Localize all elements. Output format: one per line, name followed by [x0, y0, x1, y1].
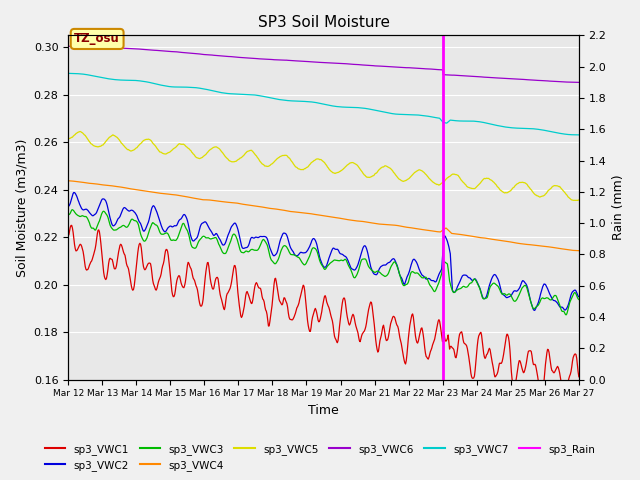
Line: sp3_VWC2: sp3_VWC2 — [68, 192, 579, 311]
Y-axis label: Rain (mm): Rain (mm) — [612, 175, 625, 240]
sp3_VWC6 — [401, 65, 409, 71]
Line: sp3_VWC5: sp3_VWC5 — [68, 132, 579, 201]
sp3_VWC1 — [401, 360, 409, 366]
sp3_VWC1 — [386, 325, 394, 331]
sp3_VWC5 — [179, 142, 186, 147]
Line: sp3_VWC3: sp3_VWC3 — [68, 210, 579, 315]
sp3_VWC4 — [64, 178, 72, 184]
sp3_VWC2 — [531, 308, 539, 313]
sp3_VWC2 — [64, 203, 72, 209]
sp3_VWC1 — [575, 374, 582, 380]
sp3_VWC6 — [66, 43, 74, 49]
sp3_VWC3 — [68, 207, 76, 213]
sp3_VWC7 — [385, 110, 393, 116]
sp3_VWC3 — [74, 213, 82, 218]
sp3_VWC3 — [562, 312, 570, 318]
sp3_VWC2 — [205, 226, 213, 232]
sp3_VWC3 — [64, 212, 72, 218]
sp3_VWC6 — [575, 80, 582, 85]
sp3_VWC3 — [386, 266, 394, 272]
sp3_VWC1 — [179, 284, 186, 289]
sp3_VWC2 — [70, 190, 77, 195]
Title: SP3 Soil Moisture: SP3 Soil Moisture — [257, 15, 390, 30]
sp3_VWC5 — [76, 129, 84, 134]
Line: sp3_VWC7: sp3_VWC7 — [68, 73, 579, 135]
sp3_VWC7 — [74, 71, 81, 76]
sp3_VWC4 — [126, 186, 134, 192]
sp3_VWC1 — [538, 393, 546, 399]
sp3_VWC7 — [400, 112, 408, 118]
sp3_VWC7 — [205, 87, 212, 93]
sp3_VWC6 — [74, 44, 82, 49]
sp3_VWC6 — [64, 43, 72, 49]
sp3_VWC5 — [74, 130, 81, 135]
sp3_VWC5 — [575, 197, 582, 203]
sp3_VWC2 — [575, 294, 582, 300]
sp3_VWC7 — [126, 77, 134, 83]
sp3_VWC3 — [575, 297, 582, 302]
sp3_VWC5 — [386, 165, 394, 171]
Line: sp3_VWC4: sp3_VWC4 — [68, 181, 579, 251]
Line: sp3_VWC1: sp3_VWC1 — [68, 226, 579, 396]
sp3_VWC4 — [205, 197, 212, 203]
sp3_VWC5 — [64, 136, 72, 142]
sp3_VWC2 — [386, 259, 394, 265]
sp3_VWC4 — [74, 179, 81, 184]
sp3_VWC3 — [179, 221, 186, 227]
sp3_VWC6 — [386, 64, 394, 70]
sp3_VWC7 — [178, 84, 186, 90]
sp3_VWC3 — [127, 218, 134, 224]
Legend: sp3_VWC1, sp3_VWC2, sp3_VWC3, sp3_VWC4, sp3_VWC5, sp3_VWC6, sp3_VWC7, sp3_Rain: sp3_VWC1, sp3_VWC2, sp3_VWC3, sp3_VWC4, … — [40, 439, 600, 475]
sp3_VWC5 — [205, 147, 213, 153]
sp3_VWC2 — [127, 207, 134, 213]
sp3_VWC1 — [205, 269, 213, 275]
sp3_VWC2 — [401, 281, 409, 287]
sp3_VWC7 — [64, 71, 72, 76]
X-axis label: Time: Time — [308, 404, 339, 417]
Y-axis label: Soil Moisture (m3/m3): Soil Moisture (m3/m3) — [15, 138, 28, 276]
sp3_VWC4 — [400, 224, 408, 229]
sp3_VWC1 — [127, 279, 134, 285]
sp3_VWC5 — [570, 198, 578, 204]
sp3_VWC2 — [74, 197, 82, 203]
sp3_VWC3 — [401, 283, 409, 288]
sp3_VWC3 — [205, 236, 213, 241]
Line: sp3_VWC6: sp3_VWC6 — [68, 46, 579, 83]
sp3_VWC4 — [385, 222, 393, 228]
sp3_VWC6 — [127, 46, 134, 51]
sp3_VWC5 — [127, 148, 134, 154]
sp3_VWC7 — [575, 132, 582, 138]
sp3_VWC1 — [74, 245, 82, 251]
sp3_VWC6 — [179, 49, 186, 55]
sp3_VWC4 — [178, 193, 186, 199]
sp3_VWC1 — [64, 232, 72, 238]
sp3_VWC6 — [205, 52, 213, 58]
sp3_VWC5 — [401, 178, 409, 184]
sp3_VWC1 — [68, 223, 76, 228]
sp3_VWC2 — [179, 214, 186, 219]
sp3_VWC4 — [575, 248, 582, 253]
Text: TZ_osu: TZ_osu — [74, 33, 120, 46]
